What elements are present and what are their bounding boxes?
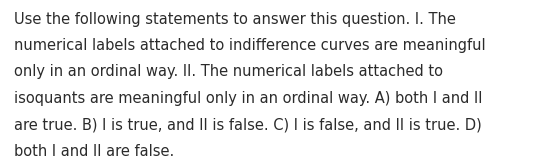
Text: only in an ordinal way. II. The numerical labels attached to: only in an ordinal way. II. The numerica… <box>14 64 443 79</box>
Text: numerical labels attached to indifference curves are meaningful: numerical labels attached to indifferenc… <box>14 38 485 53</box>
Text: Use the following statements to answer this question. I. The: Use the following statements to answer t… <box>14 12 456 27</box>
Text: isoquants are meaningful only in an ordinal way. A) both I and II: isoquants are meaningful only in an ordi… <box>14 91 483 106</box>
Text: are true. B) I is true, and II is false. C) I is false, and II is true. D): are true. B) I is true, and II is false.… <box>14 117 482 132</box>
Text: both I and II are false.: both I and II are false. <box>14 144 174 159</box>
